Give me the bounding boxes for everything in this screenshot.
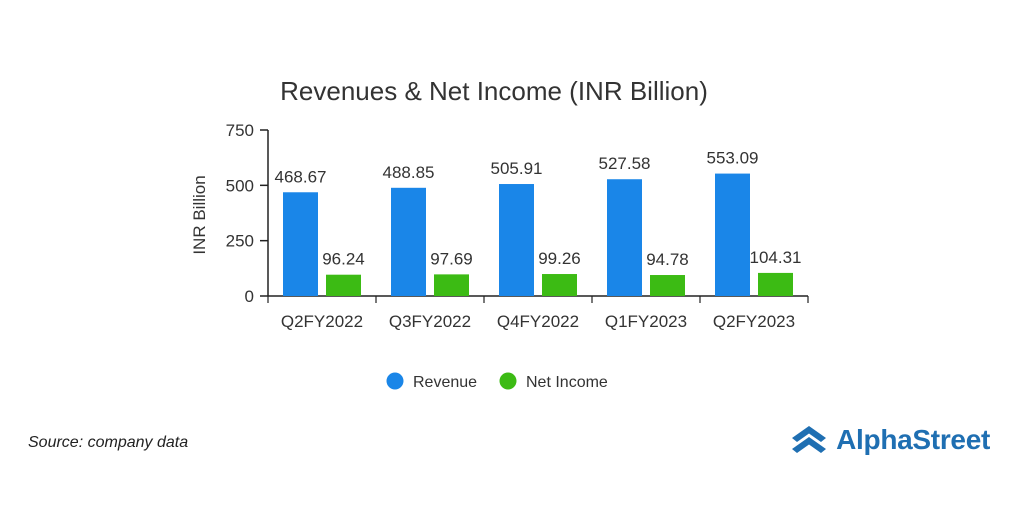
alphastreet-logo-icon [792, 426, 827, 453]
source-note: Source: company data [28, 434, 189, 451]
net-income-data-label: 97.69 [430, 249, 473, 268]
y-tick-label: 500 [226, 176, 254, 195]
y-tick-label: 0 [245, 287, 254, 306]
x-tick-label: Q4FY2022 [497, 312, 579, 331]
brand-logo: AlphaStreet [790, 424, 990, 456]
net-income-data-label: 99.26 [538, 249, 581, 268]
chart-title: Revenues & Net Income (INR Billion) [280, 76, 708, 106]
net-income-data-label: 104.31 [750, 248, 802, 267]
net-income-bar [650, 275, 685, 296]
y-tick-label: 750 [226, 121, 254, 140]
revenue-data-label: 553.09 [707, 149, 759, 168]
revenue-data-label: 505.91 [491, 159, 543, 178]
y-axis-label: INR Billion [190, 175, 209, 254]
y-tick-label: 250 [226, 232, 254, 251]
legend-marker-revenue [386, 372, 404, 390]
revenue-bar [499, 184, 534, 296]
x-tick-label: Q2FY2023 [713, 312, 795, 331]
revenue-data-label: 488.85 [383, 163, 435, 182]
x-tick-label: Q3FY2022 [389, 312, 471, 331]
net-income-data-label: 96.24 [322, 250, 365, 269]
revenue-bar [715, 173, 750, 296]
brand-name: AlphaStreet [836, 424, 990, 455]
revenue-bar [391, 187, 426, 296]
x-tick-label: Q2FY2022 [281, 312, 363, 331]
legend-label-net-income: Net Income [526, 374, 608, 391]
net-income-bar [434, 274, 469, 296]
legend: Revenue Net Income [386, 372, 608, 391]
net-income-bar [326, 274, 361, 296]
revenue-bar [607, 179, 642, 296]
legend-label-revenue: Revenue [413, 374, 477, 391]
x-tick-label: Q1FY2023 [605, 312, 687, 331]
revenue-data-label: 468.67 [275, 167, 327, 186]
legend-marker-net-income [499, 372, 517, 390]
revenue-data-label: 527.58 [599, 154, 651, 173]
net-income-bar [542, 274, 577, 296]
revenue-bar [283, 192, 318, 296]
plot-area: 0 250 500 750 468.67 96.24 Q2FY2022 488.85 97.69… [226, 121, 809, 331]
net-income-bar [758, 272, 793, 296]
net-income-data-label: 94.78 [646, 250, 689, 269]
